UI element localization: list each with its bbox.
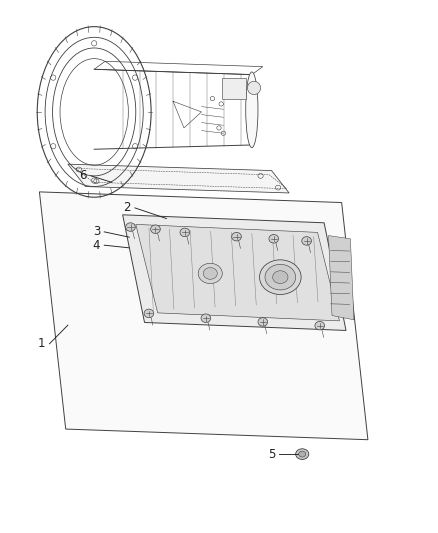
Ellipse shape (269, 235, 279, 243)
Ellipse shape (258, 318, 268, 326)
Ellipse shape (126, 223, 135, 231)
Text: 2: 2 (123, 201, 131, 214)
Ellipse shape (296, 449, 309, 459)
Ellipse shape (272, 271, 288, 284)
Ellipse shape (246, 72, 258, 148)
Ellipse shape (198, 263, 222, 284)
Text: 3: 3 (93, 225, 100, 238)
Text: 6: 6 (79, 169, 87, 182)
Polygon shape (328, 236, 354, 320)
Ellipse shape (315, 321, 325, 330)
Ellipse shape (232, 232, 241, 241)
Polygon shape (123, 215, 346, 330)
Text: 1: 1 (38, 337, 46, 350)
Polygon shape (39, 192, 368, 440)
Polygon shape (68, 164, 289, 193)
Ellipse shape (201, 314, 211, 322)
Ellipse shape (265, 264, 296, 290)
Text: 4: 4 (92, 239, 100, 252)
Ellipse shape (247, 81, 261, 95)
Ellipse shape (302, 237, 311, 245)
Ellipse shape (299, 451, 306, 457)
Ellipse shape (144, 309, 154, 318)
FancyBboxPatch shape (222, 78, 246, 99)
Ellipse shape (151, 225, 160, 233)
Ellipse shape (259, 260, 301, 294)
Ellipse shape (203, 268, 217, 279)
Polygon shape (136, 224, 339, 321)
Text: 5: 5 (268, 448, 275, 461)
Ellipse shape (180, 228, 190, 237)
